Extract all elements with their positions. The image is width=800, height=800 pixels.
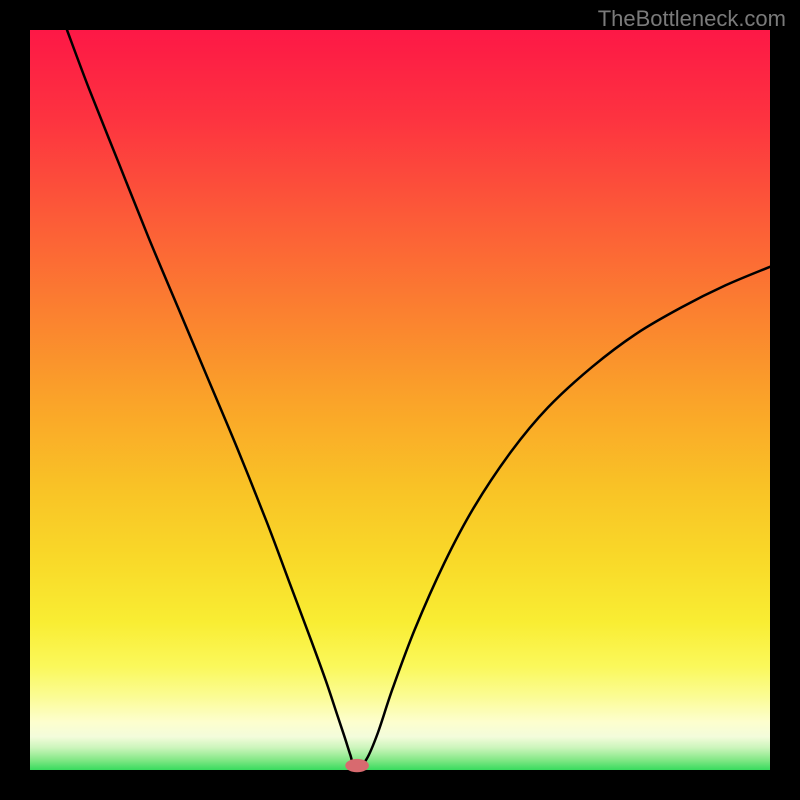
figure-canvas: TheBottleneck.com [0, 0, 800, 800]
bottleneck-chart [0, 0, 800, 800]
minimum-marker [345, 759, 369, 772]
plot-background [30, 30, 770, 770]
